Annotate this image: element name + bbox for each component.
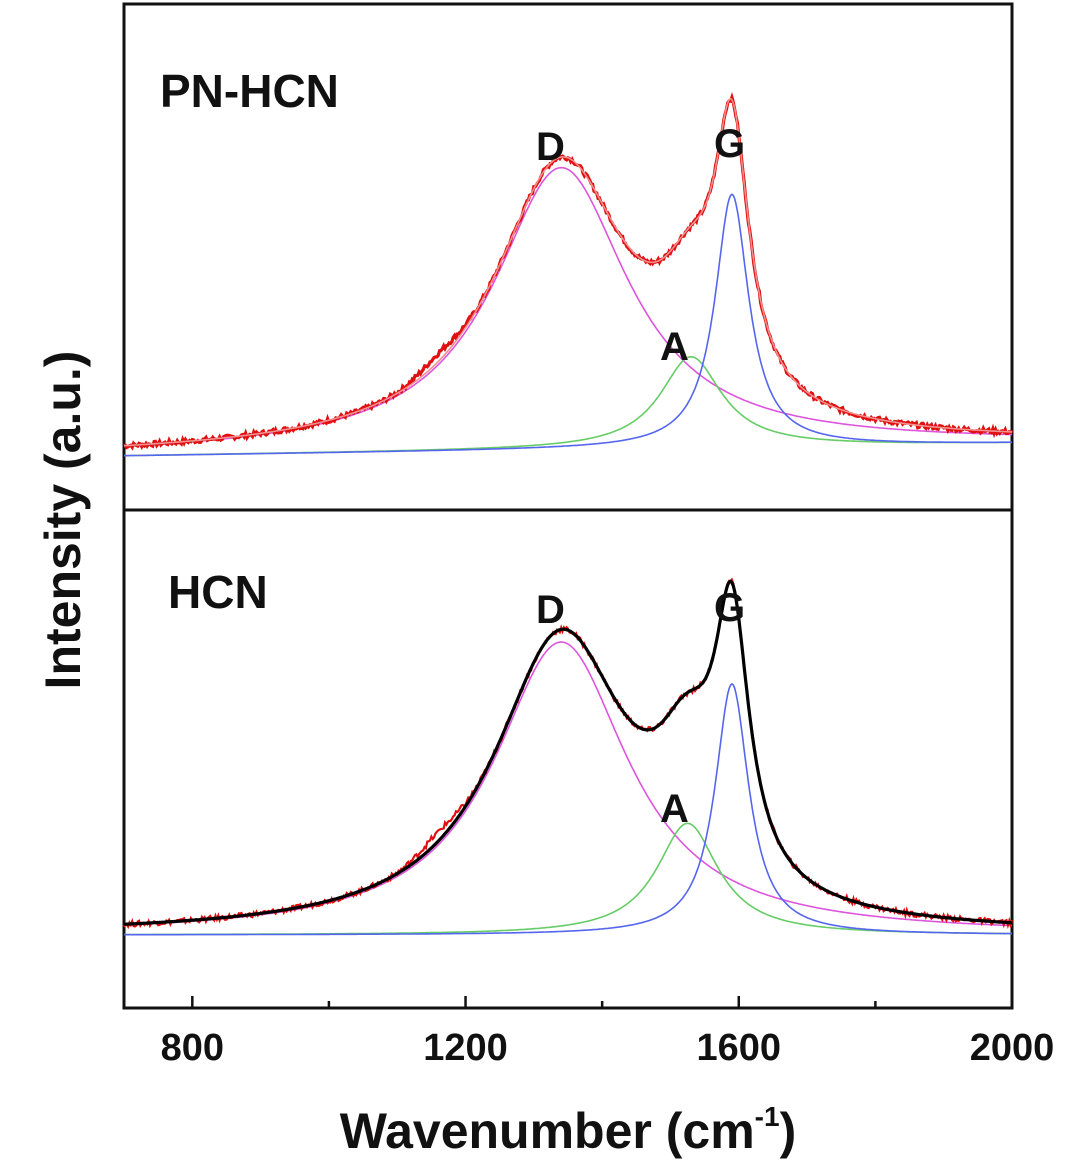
component-d-curve	[123, 641, 1012, 927]
peak-label-g-bottom: G	[714, 586, 745, 630]
peak-label-a-top: A	[660, 325, 689, 369]
x-axis-title: Wavenumber (cm-1)	[340, 1101, 796, 1159]
fit-curve	[123, 579, 1013, 926]
component-g-curve	[124, 682, 1013, 936]
x-axis-title-main: Wavenumber (cm	[340, 1103, 755, 1159]
x-axis-title-sup: -1	[755, 1101, 780, 1132]
component-d-curve	[123, 166, 1012, 448]
x-tick-label: 1200	[423, 1027, 508, 1069]
experimental-curve	[123, 92, 1014, 451]
x-tick-label: 2000	[970, 1027, 1055, 1069]
panel-label-top: PN-HCN	[160, 65, 339, 117]
x-axis-title-tail: )	[780, 1103, 797, 1159]
peak-label-g-top: G	[714, 122, 745, 166]
plot-frame	[122, 2, 1014, 1010]
peak-label-d-top: D	[536, 125, 565, 169]
peak-label-d-bottom: D	[536, 588, 565, 632]
x-tick-label: 800	[161, 1027, 224, 1069]
x-axis-ticks: 800 1200 1600 2000	[161, 996, 1055, 1069]
peak-label-a-bottom: A	[660, 787, 689, 831]
panel-hcn	[123, 577, 1014, 936]
panel-pn-hcn	[123, 92, 1014, 457]
component-g-curve	[124, 193, 1012, 457]
fit-curve	[123, 97, 1012, 447]
panel-label-bottom: HCN	[168, 566, 268, 618]
component-a-curve	[124, 822, 1012, 936]
x-tick-label: 1600	[696, 1027, 781, 1069]
y-axis-title: Intensity (a.u.)	[35, 351, 91, 690]
